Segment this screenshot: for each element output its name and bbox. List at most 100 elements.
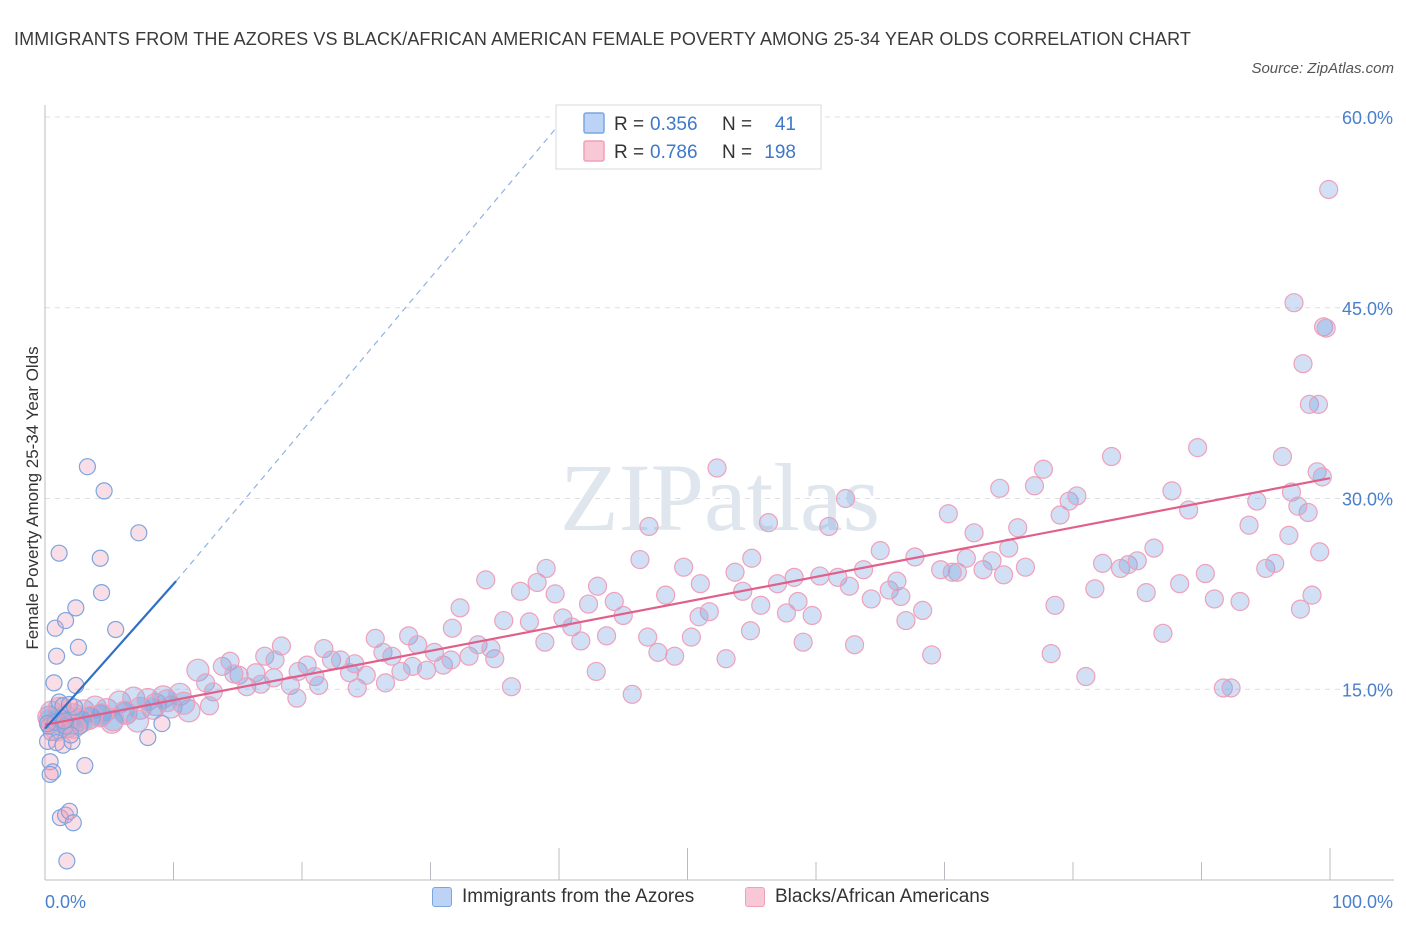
point-black xyxy=(1308,394,1329,414)
point-azores xyxy=(65,698,84,716)
legend-n-value: 41 xyxy=(775,114,796,135)
point-black xyxy=(1302,585,1322,605)
point-black xyxy=(1024,476,1045,496)
point-black xyxy=(819,516,839,537)
legend-r-value: 0.786 xyxy=(650,142,698,163)
trend-lines xyxy=(44,116,1331,730)
point-black xyxy=(690,574,710,594)
point-black xyxy=(956,548,976,568)
point-black xyxy=(481,638,501,659)
point-azores xyxy=(62,726,80,744)
y-tick-label: 45.0% xyxy=(1342,299,1393,319)
point-black xyxy=(1239,515,1259,535)
point-black xyxy=(1127,551,1147,571)
point-azores xyxy=(69,638,88,656)
point-black xyxy=(1256,558,1276,579)
point-black xyxy=(665,646,685,666)
legend-item-black[interactable]: Blacks/African Americans xyxy=(745,886,989,908)
point-black xyxy=(535,632,555,652)
trend-line-azores-extension xyxy=(175,116,566,582)
legend-swatch-azores xyxy=(432,887,452,907)
point-black xyxy=(758,513,779,533)
point-black xyxy=(186,658,210,682)
point-black xyxy=(199,696,220,716)
legend-label-azores: Immigrants from the Azores xyxy=(462,886,695,907)
point-black xyxy=(964,523,984,543)
correlation-legend: R = 0.356 N = 41 R = 0.786 N = 198 xyxy=(555,104,822,170)
point-azores xyxy=(92,584,111,602)
point-azores xyxy=(67,599,85,617)
point-black xyxy=(861,589,881,609)
point-azores xyxy=(45,674,63,692)
gridlines xyxy=(45,116,1395,690)
point-black xyxy=(931,560,951,580)
point-black xyxy=(220,651,240,671)
legend-label-black: Blacks/African Americans xyxy=(775,886,990,907)
source-label: Source: ZipAtlas.com xyxy=(1251,60,1394,77)
point-black xyxy=(689,607,709,627)
y-tick-label: 60.0% xyxy=(1342,108,1393,128)
point-black xyxy=(1204,589,1224,609)
point-black xyxy=(1316,318,1336,338)
point-black xyxy=(586,661,606,682)
point-black xyxy=(1008,518,1028,538)
point-azores xyxy=(64,814,82,832)
point-black xyxy=(1312,467,1332,487)
point-black xyxy=(1170,574,1190,594)
point-black xyxy=(1221,678,1241,698)
point-black xyxy=(1290,599,1311,619)
point-azores xyxy=(139,728,157,747)
point-black xyxy=(1015,557,1036,577)
point-black xyxy=(788,591,808,612)
point-black xyxy=(1213,678,1233,698)
point-black xyxy=(839,576,860,596)
point-black xyxy=(622,684,642,704)
point-black xyxy=(571,631,591,651)
point-black xyxy=(1298,502,1318,523)
x-tick-label: 0.0% xyxy=(45,892,86,912)
point-black xyxy=(1265,553,1285,573)
point-black xyxy=(638,627,658,647)
point-black xyxy=(1076,666,1096,687)
point-black xyxy=(870,541,890,561)
point-black xyxy=(391,661,411,682)
point-black xyxy=(802,605,822,626)
point-black xyxy=(947,562,967,582)
point-black xyxy=(578,594,599,614)
point-azores xyxy=(130,524,148,542)
point-black xyxy=(442,618,462,638)
point-azores xyxy=(91,549,109,567)
point-black xyxy=(1319,179,1339,200)
point-black xyxy=(402,656,423,676)
tick-labels: 15.0% 30.0% 45.0% 60.0% 0.0% 100.0% xyxy=(45,108,1393,912)
legend-n-label: N = xyxy=(722,142,752,163)
point-azores xyxy=(50,544,68,562)
legend-item-azores[interactable]: Immigrants from the Azores xyxy=(432,886,694,908)
point-black xyxy=(1153,623,1173,643)
point-azores xyxy=(67,676,85,695)
legend-r-value: 0.356 xyxy=(650,114,698,135)
point-black xyxy=(1041,644,1061,664)
point-black xyxy=(1067,486,1087,506)
point-azores xyxy=(47,647,66,665)
point-black xyxy=(784,567,804,587)
point-azores xyxy=(78,458,97,476)
point-azores xyxy=(41,753,59,771)
point-black xyxy=(1293,354,1313,374)
point-azores xyxy=(58,852,76,870)
legend-swatch xyxy=(583,112,605,134)
series-legend: Immigrants from the Azores Blacks/Africa… xyxy=(0,886,1406,918)
y-tick-label: 30.0% xyxy=(1342,490,1393,510)
point-black xyxy=(716,649,736,669)
point-azores xyxy=(41,765,59,784)
point-black xyxy=(707,458,727,478)
point-black xyxy=(891,586,911,607)
point-black xyxy=(1045,595,1065,615)
trend-line-black xyxy=(44,477,1331,726)
point-black xyxy=(1050,505,1070,525)
point-black xyxy=(982,551,1002,571)
point-black xyxy=(913,600,933,621)
point-black xyxy=(648,642,668,662)
point-azores xyxy=(56,611,75,630)
point-black xyxy=(896,610,916,631)
